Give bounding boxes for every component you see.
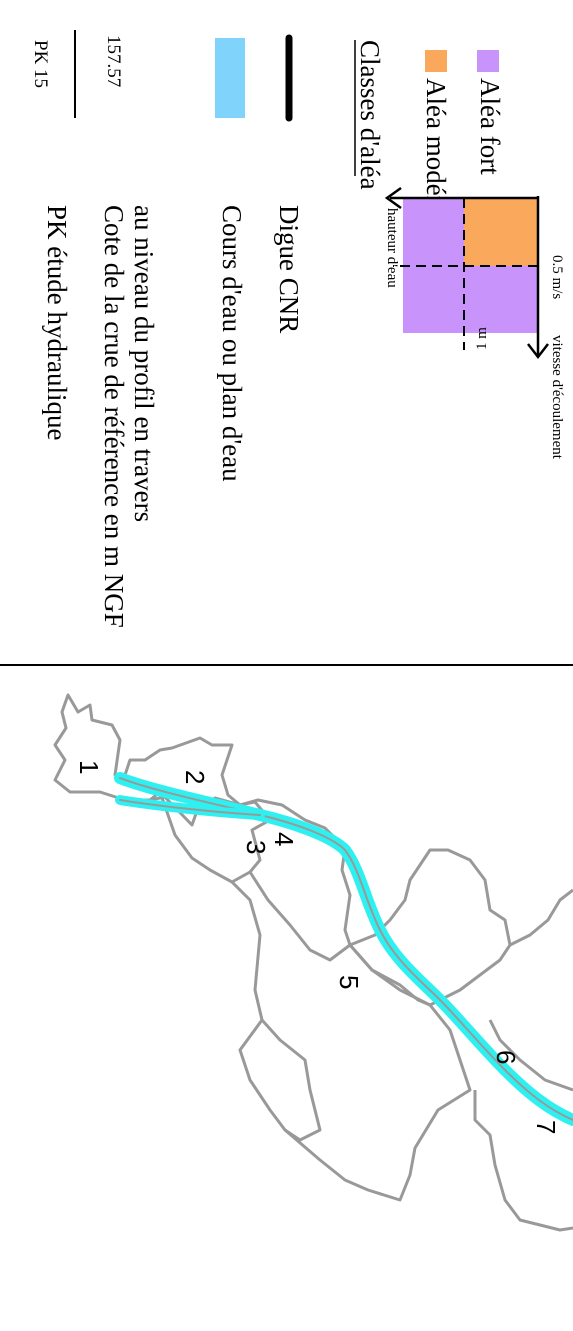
digue-label: Digue CNR [274,205,304,333]
zone-6-south-boundary [473,1090,573,1232]
legend-panel: PK 15 PK étude hydraulique 157.57 Cote d… [30,30,565,628]
map-panel: 1 2 3 4 5 6 7 [53,693,573,1232]
zone-5-label: 5 [334,975,364,989]
y-axis-label: hauteur d'eau [384,208,400,288]
cote-sample-text: 157.57 [103,35,124,87]
commune-boundaries [53,693,573,1232]
zone-4-label: 4 [269,832,299,846]
x-axis-label: vitesse d'écoulement [549,335,565,460]
zone-2-label: 2 [180,770,210,784]
zone-1-label: 1 [74,760,104,774]
zone-4-boundary [239,798,352,962]
strong-hazard-label: Aléa fort [475,78,505,175]
moderate-hazard-label: Aléa modéré [421,78,451,217]
river [114,772,573,1126]
zone-3-label: 3 [241,840,271,854]
water-legend-swatch [215,38,245,118]
moderate-hazard-swatch [425,50,447,72]
diagram-x-arrow [384,186,402,210]
diagram-moderate-zone [464,198,538,266]
hazard-diagram: hauteur d'eau 0.5 m/s vitesse d'écouleme… [384,186,565,460]
speed-threshold-label: 0.5 m/s [549,255,565,299]
water-label: Cours d'eau ou plan d'eau [217,205,247,482]
zone-5-boundary [230,880,472,1202]
classes-title: Classes d'aléa [355,40,385,190]
zone-7-inner-boundary [488,1019,573,1092]
strong-hazard-swatch [477,50,499,72]
cote-label-line2: au niveau du profil en travers [129,205,159,522]
height-threshold-label: 1 m [474,327,490,350]
zone-7-label: 7 [531,1120,561,1134]
river-secondary-centerline [119,799,261,816]
zone-labels: 1 2 3 4 5 6 7 [74,760,561,1134]
cote-label-line1: Cote de la crue de référence en m NGF [99,205,129,628]
pk-sample-text: PK 15 [30,40,51,88]
pk-label: PK étude hydraulique [42,205,72,440]
diagram-y-arrow [527,343,549,360]
zone-5-inner-boundary [260,1018,322,1142]
zone-6-label: 6 [491,1050,521,1064]
zone-7-boundary [509,888,573,947]
zone-6-boundary [348,848,512,1007]
